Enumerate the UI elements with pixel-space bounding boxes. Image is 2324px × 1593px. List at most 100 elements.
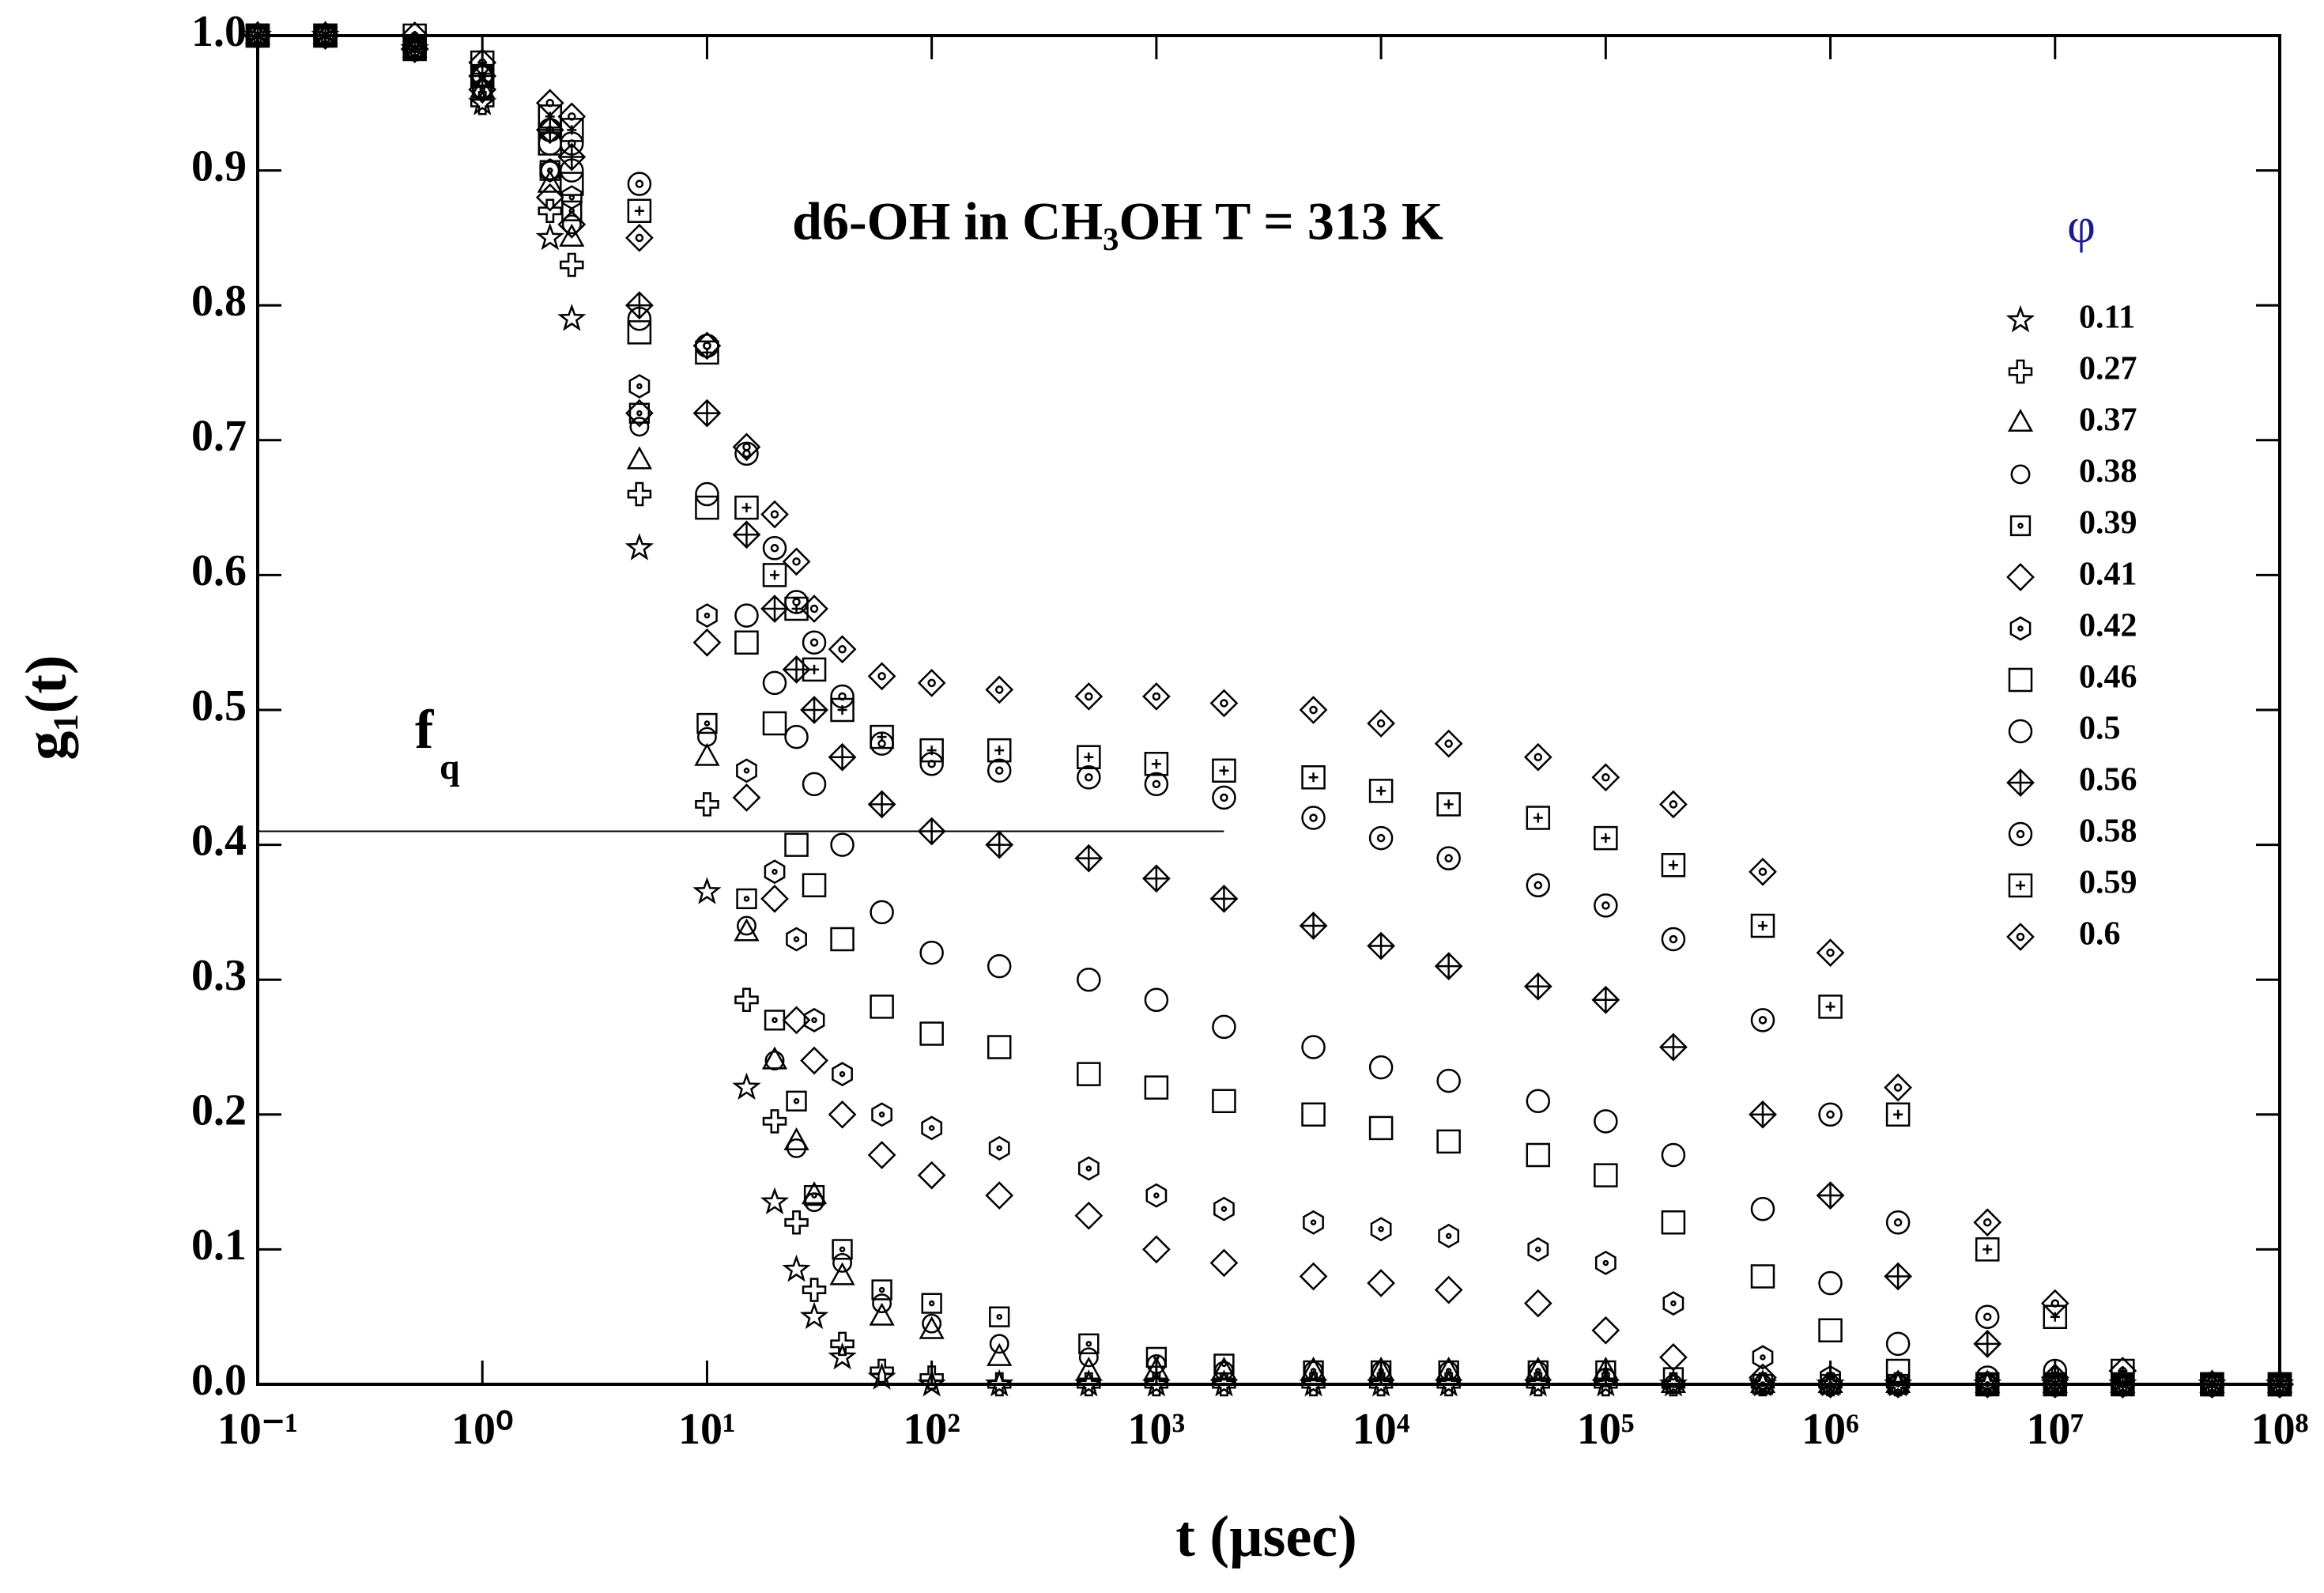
data-point — [801, 1181, 828, 1205]
data-point — [1663, 1374, 1684, 1395]
data-point — [1975, 1304, 2000, 1329]
legend-label: 0.46 — [2079, 659, 2137, 696]
data-point — [1212, 1089, 1236, 1113]
data-point — [1142, 864, 1171, 893]
data-point — [1303, 1210, 1324, 1235]
annotation-subscript: q — [440, 747, 460, 787]
data-point — [1752, 1345, 1774, 1370]
data-point — [734, 441, 759, 466]
data-point — [736, 758, 757, 783]
data-point — [830, 1331, 855, 1357]
data-point — [803, 1185, 825, 1206]
legend-marker — [2006, 563, 2035, 591]
data-point — [1816, 1181, 1845, 1210]
data-point — [1209, 1248, 1239, 1278]
data-point — [1209, 884, 1239, 913]
legend-marker — [2005, 304, 2035, 333]
data-point — [1528, 1361, 1549, 1381]
data-point — [787, 1138, 807, 1158]
data-point — [625, 224, 654, 252]
data-point — [1661, 1372, 1686, 1397]
data-point — [468, 48, 497, 77]
data-point — [537, 169, 563, 193]
data-point — [2108, 1357, 2137, 1385]
data-point — [468, 75, 497, 104]
data-point — [1436, 792, 1461, 817]
data-point — [1750, 1008, 1775, 1032]
data-point — [783, 1127, 809, 1150]
series — [243, 21, 2294, 1399]
legend-label: 0.58 — [2079, 813, 2137, 850]
data-point — [627, 320, 652, 345]
data-point — [1077, 1372, 1101, 1397]
data-point — [311, 21, 340, 50]
data-point — [692, 331, 722, 361]
data-point — [2043, 1358, 2068, 1383]
data-point — [782, 1254, 811, 1282]
data-point — [1818, 1270, 1843, 1296]
data-point — [1077, 968, 1101, 992]
data-point — [1885, 1210, 1911, 1235]
y-tick-label: 0.4 — [191, 816, 247, 865]
data-point — [627, 198, 652, 224]
data-point — [1816, 1370, 1845, 1399]
data-point — [245, 23, 270, 48]
data-point — [985, 675, 1014, 704]
legend-marker — [2008, 667, 2033, 693]
data-point — [1818, 995, 1843, 1019]
data-point — [1367, 709, 1395, 738]
data-point — [627, 172, 652, 196]
data-point — [734, 495, 759, 520]
chart-title: d6-OH in CH₃OH T = 313 K — [792, 191, 1443, 251]
legend-label: 0.6 — [2079, 916, 2121, 953]
data-point — [870, 900, 894, 925]
legend-marker — [2009, 515, 2032, 537]
data-point — [987, 738, 1012, 763]
data-point — [1526, 1089, 1551, 1113]
data-point — [921, 1293, 942, 1314]
data-point — [784, 1210, 809, 1235]
data-point — [400, 21, 429, 50]
data-point — [919, 940, 944, 965]
data-point — [1077, 745, 1101, 769]
data-point — [1594, 1163, 1618, 1187]
data-point — [917, 669, 946, 697]
data-point — [786, 927, 807, 952]
data-point — [829, 1262, 855, 1285]
data-point — [987, 953, 1012, 979]
data-point — [1368, 1115, 1394, 1141]
legend-label: 0.41 — [2079, 557, 2137, 593]
data-point — [989, 1306, 1010, 1327]
data-point — [828, 742, 857, 772]
data-point — [760, 884, 789, 913]
data-point — [1660, 1370, 1687, 1394]
data-point — [1884, 1073, 1912, 1102]
data-point — [535, 89, 564, 118]
data-point — [732, 783, 761, 812]
x-tick-label: 10⁰ — [451, 1405, 513, 1454]
y-tick-label: 1.0 — [191, 7, 247, 56]
data-point — [696, 712, 718, 734]
data-point — [692, 398, 722, 428]
data-point — [1594, 893, 1618, 918]
data-point — [870, 995, 894, 1019]
data-point — [1436, 1129, 1461, 1154]
data-point — [1301, 765, 1326, 790]
data-point — [1436, 846, 1461, 870]
data-point — [1975, 1237, 2000, 1262]
data-point — [1368, 1356, 1394, 1380]
data-point — [243, 21, 272, 50]
data-point — [1301, 806, 1326, 830]
data-point — [1523, 972, 1552, 1001]
data-point — [1591, 1316, 1620, 1345]
data-point — [1975, 1370, 2001, 1394]
data-point — [2043, 1372, 2068, 1397]
x-axis-label: t (µsec) — [1175, 1504, 1357, 1569]
data-point — [1436, 1068, 1461, 1093]
data-point — [540, 160, 560, 180]
data-point — [1527, 1236, 1549, 1262]
data-point — [1434, 952, 1463, 981]
data-point — [1523, 742, 1552, 772]
data-point — [802, 772, 827, 797]
